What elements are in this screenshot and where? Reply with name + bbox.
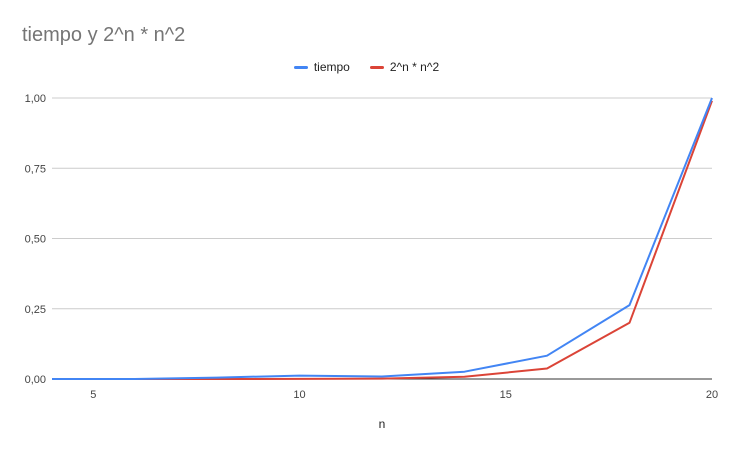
legend-swatch-series-1 [369,65,384,69]
y-tick-label: 0,75 [25,163,46,175]
legend-label-series-1: 2^n * n^2 [389,60,440,74]
x-axis-title: n [379,417,386,431]
y-tick-label: 0,50 [25,234,46,246]
x-axis-tick-labels: 5 10 15 20 [90,389,718,401]
legend-item-series-0[interactable]: tiempo [293,60,350,74]
x-tick-label: 5 [90,389,96,401]
series-lines [52,97,713,380]
y-axis-tick-labels: 0,00 0,25 0,50 0,75 1,00 [25,93,46,386]
gridlines [52,97,712,380]
series-line-1[interactable] [52,100,713,380]
series-line-0[interactable] [52,97,713,380]
legend-item-series-1[interactable]: 2^n * n^2 [369,60,440,74]
chart-title: tiempo y 2^n * n^2 [22,24,186,46]
legend-label-series-0: tiempo [313,60,350,74]
x-tick-label: 20 [706,389,718,401]
y-tick-label: 0,25 [25,304,46,316]
legend-swatch-series-0 [293,65,308,69]
y-tick-label: 1,00 [25,93,46,105]
chart-legend: tiempo 2^n * n^2 [0,60,733,74]
y-tick-label: 0,00 [25,374,46,386]
x-tick-label: 10 [293,389,305,401]
x-tick-label: 15 [500,389,512,401]
